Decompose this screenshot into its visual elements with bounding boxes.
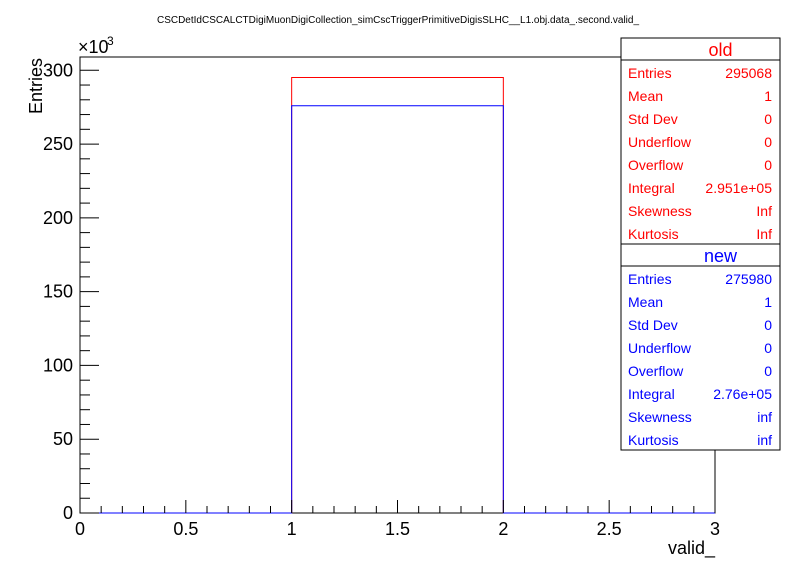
stats-box-title: old	[708, 40, 732, 60]
y-tick-label: 50	[53, 429, 73, 449]
stats-label: Kurtosis	[628, 226, 679, 242]
x-tick-label: 3	[710, 519, 720, 539]
stats-box-frame	[620, 243, 781, 451]
x-axis-label: valid_	[668, 538, 716, 559]
stats-box-title: new	[704, 246, 738, 266]
stats-value: 1	[764, 88, 772, 104]
stats-value: 1	[764, 294, 772, 310]
stats-value: 2.951e+05	[705, 180, 772, 196]
y-multiplier-base: ×10	[78, 37, 109, 57]
stats-value: inf	[757, 409, 772, 425]
chart-title: CSCDetIdCSCALCTDigiMuonDigiCollection_si…	[157, 15, 639, 26]
histogram-series-new	[80, 105, 715, 514]
stats-value: inf	[757, 432, 772, 448]
stats-value: 275980	[725, 271, 772, 287]
stats-boxes: old Entries 295068 Mean 1 Std Dev 0 Underflow 0 O…	[620, 37, 781, 451]
stats-label: Std Dev	[628, 111, 678, 127]
stats-label: Entries	[628, 271, 672, 287]
stats-label: Kurtosis	[628, 432, 679, 448]
stats-value: 2.76e+05	[713, 386, 772, 402]
x-tick-label: 1.5	[385, 519, 410, 539]
stats-label: Skewness	[628, 409, 692, 425]
stats-box-frame	[620, 37, 781, 245]
stats-value: 0	[764, 363, 772, 379]
stats-box-old: old Entries 295068 Mean 1 Std Dev 0 Underflow 0 O…	[620, 37, 781, 245]
y-tick-label: 250	[43, 134, 73, 154]
stats-value: 295068	[725, 65, 772, 81]
y-tick-label: 100	[43, 355, 73, 375]
stats-label: Overflow	[628, 363, 684, 379]
y-tick-label: 0	[63, 503, 73, 523]
y-tick-label: 200	[43, 208, 73, 228]
stats-label: Mean	[628, 88, 663, 104]
stats-label: Underflow	[628, 340, 692, 356]
stats-label: Mean	[628, 294, 663, 310]
stats-label: Entries	[628, 65, 672, 81]
stats-label: Integral	[628, 386, 675, 402]
y-axis-label: Entries	[26, 58, 46, 114]
stats-label: Underflow	[628, 134, 692, 150]
plot-area	[79, 56, 716, 514]
stats-label: Overflow	[628, 157, 684, 173]
x-axis: 0 0.5 1 1.5 2 2.5 3	[75, 500, 720, 539]
y-tick-label: 300	[43, 60, 73, 80]
stats-value: 0	[764, 317, 772, 333]
stats-label: Std Dev	[628, 317, 678, 333]
stats-label: Skewness	[628, 203, 692, 219]
plot-frame	[79, 56, 716, 514]
stats-box-new: new Entries 275980 Mean 1 Std Dev 0 Underflow 0 O…	[620, 243, 781, 451]
x-tick-label: 2	[498, 519, 508, 539]
stats-value: 0	[764, 340, 772, 356]
x-tick-label: 0.5	[173, 519, 198, 539]
stats-value: 0	[764, 157, 772, 173]
y-axis-multiplier: ×10 3	[78, 34, 114, 57]
stats-label: Integral	[628, 180, 675, 196]
histogram-series-old	[80, 77, 715, 514]
stats-value: Inf	[756, 203, 772, 219]
series-layer	[80, 77, 715, 514]
stats-value: 0	[764, 111, 772, 127]
x-tick-label: 0	[75, 519, 85, 539]
x-tick-label: 2.5	[597, 519, 622, 539]
stats-value: Inf	[756, 226, 772, 242]
y-axis: 0 50 100 150 200 250 300	[43, 60, 99, 523]
stats-value: 0	[764, 134, 772, 150]
y-tick-label: 150	[43, 282, 73, 302]
y-multiplier-exponent: 3	[107, 34, 114, 48]
x-tick-label: 1	[287, 519, 297, 539]
